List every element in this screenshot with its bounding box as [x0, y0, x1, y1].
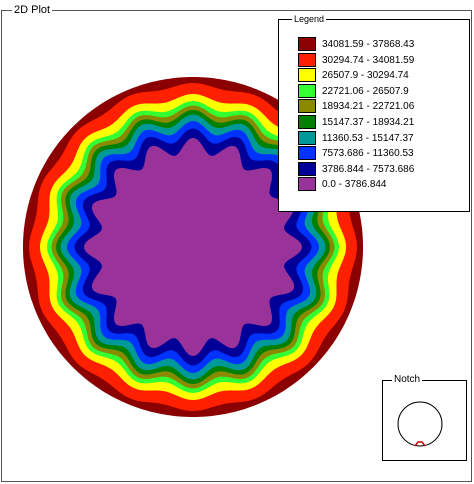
legend-swatch — [298, 52, 316, 67]
legend-entry: 30294.74 - 34081.59 — [298, 52, 468, 68]
legend-entry: 15147.37 - 18934.21 — [298, 115, 468, 130]
legend-label: 0.0 - 3786.844 — [322, 179, 387, 191]
legend-entry: 11360.53 - 15147.37 — [298, 130, 468, 146]
notch-title: Notch — [392, 374, 423, 385]
legend-swatch — [298, 99, 316, 114]
contour-band — [84, 138, 302, 356]
legend-entry: 22721.06 - 26507.9 — [298, 83, 468, 99]
legend-label: 26507.9 - 30294.74 — [322, 70, 409, 82]
legend-swatch — [298, 68, 316, 83]
notch-box — [382, 380, 467, 461]
notch-circle — [397, 401, 443, 447]
legend-label: 3786.844 - 7573.686 — [322, 163, 415, 175]
legend-label: 15147.37 - 18934.21 — [322, 117, 415, 128]
legend-swatch — [298, 177, 316, 192]
legend-label: 11360.53 - 15147.37 — [322, 132, 414, 144]
legend-swatch — [298, 130, 316, 145]
legend-swatch — [298, 83, 316, 98]
legend-entry: 0.0 - 3786.844 — [298, 177, 468, 192]
legend-label: 18934.21 - 22721.06 — [322, 101, 415, 113]
legend-label: 30294.74 - 34081.59 — [322, 54, 415, 66]
legend-entry: 3786.844 - 7573.686 — [298, 161, 468, 177]
plot-border — [1, 10, 472, 482]
legend-swatch — [298, 115, 316, 129]
legend-swatch — [298, 161, 316, 176]
legend-entry: 26507.9 - 30294.74 — [298, 68, 468, 83]
legend-entry: 34081.59 - 37868.43 — [298, 37, 468, 52]
legend-label: 34081.59 - 37868.43 — [322, 39, 415, 50]
legend-swatch — [298, 146, 316, 161]
notch-marker — [414, 441, 426, 447]
legend-entry: 18934.21 - 22721.06 — [298, 99, 468, 114]
legend-title: Legend — [292, 14, 327, 25]
contour-plot[interactable] — [23, 77, 363, 417]
legend-swatch — [298, 37, 316, 51]
plot-title: 2D Plot — [12, 4, 53, 16]
legend-entry: 7573.686 - 11360.53 — [298, 146, 468, 161]
legend-label: 7573.686 - 11360.53 — [322, 148, 414, 160]
legend-label: 22721.06 - 26507.9 — [322, 85, 409, 97]
